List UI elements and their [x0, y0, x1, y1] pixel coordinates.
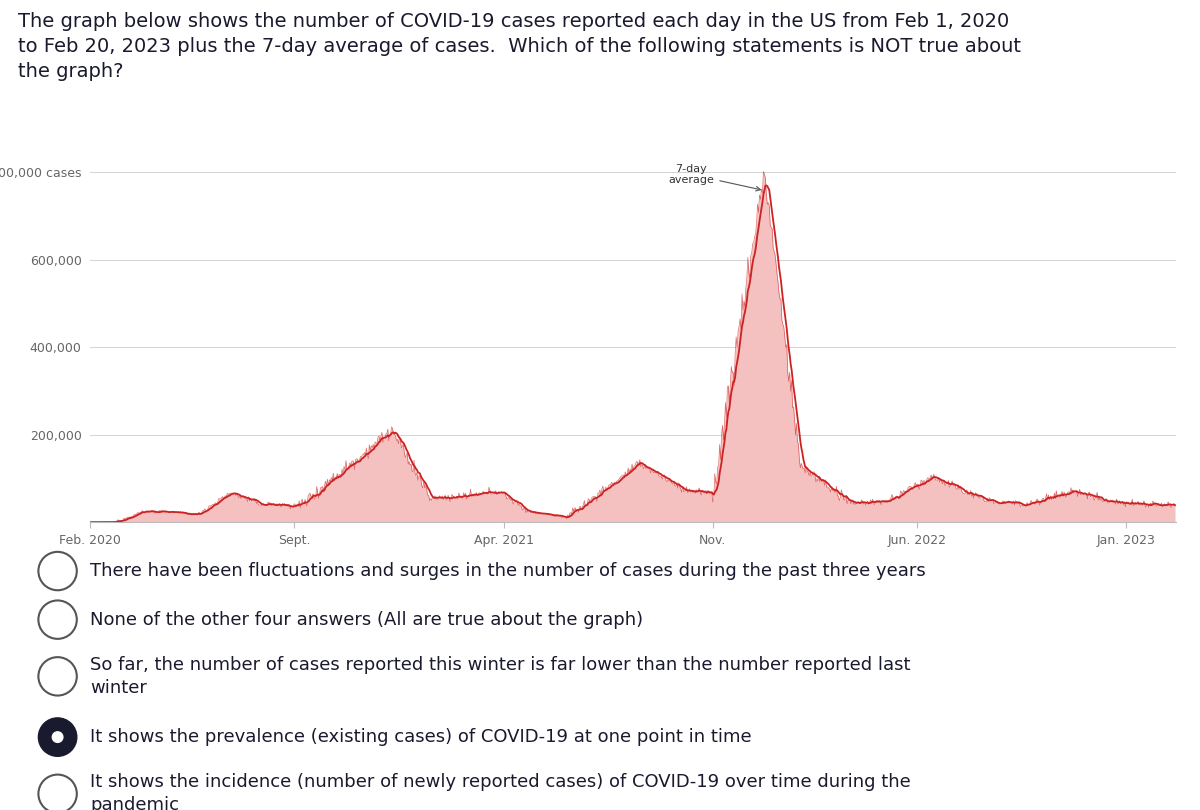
Text: It shows the prevalence (existing cases) of COVID-19 at one point in time: It shows the prevalence (existing cases)… [90, 728, 751, 746]
Text: There have been fluctuations and surges in the number of cases during the past t: There have been fluctuations and surges … [90, 562, 925, 580]
Text: 7-day
average: 7-day average [668, 164, 761, 191]
Text: It shows the incidence (number of newly reported cases) of COVID-19 over time du: It shows the incidence (number of newly … [90, 774, 911, 810]
Text: None of the other four answers (All are true about the graph): None of the other four answers (All are … [90, 611, 643, 629]
Text: So far, the number of cases reported this winter is far lower than the number re: So far, the number of cases reported thi… [90, 656, 911, 697]
Text: The graph below shows the number of COVID-19 cases reported each day in the US f: The graph below shows the number of COVI… [18, 12, 1021, 81]
